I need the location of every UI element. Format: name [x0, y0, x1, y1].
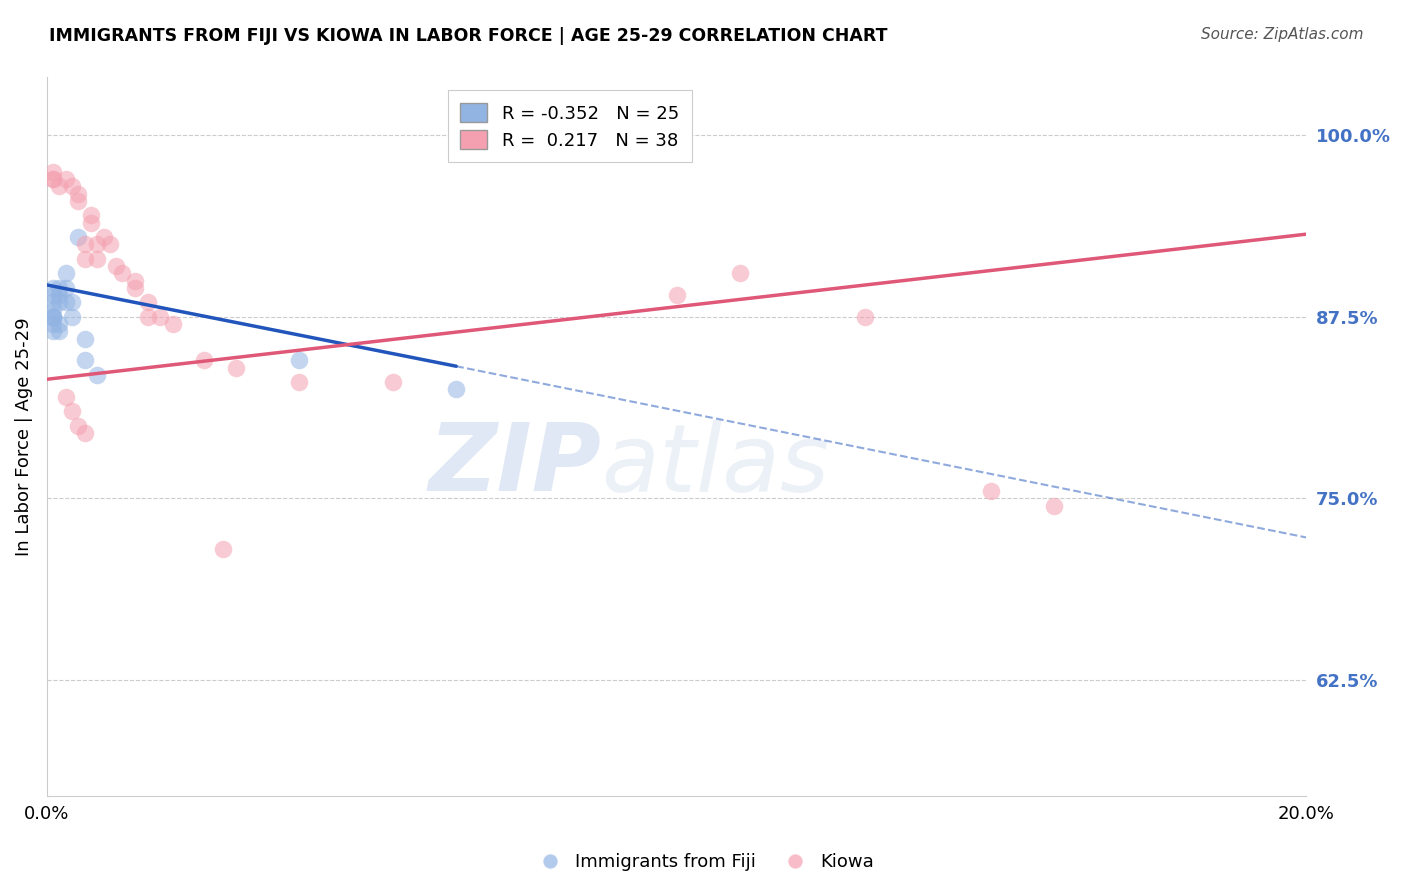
- Point: [48, 281, 70, 295]
- Point: [60, 179, 83, 194]
- Point: [98, 237, 121, 252]
- Point: [48, 288, 70, 302]
- Text: atlas: atlas: [600, 420, 830, 511]
- Point: [80, 216, 103, 230]
- Point: [86, 368, 108, 382]
- Point: [55, 390, 77, 404]
- Point: [48, 317, 70, 331]
- Point: [42, 317, 65, 331]
- Point: [124, 281, 146, 295]
- Point: [42, 302, 65, 317]
- Point: [1043, 499, 1066, 513]
- Point: [60, 295, 83, 310]
- Point: [382, 375, 405, 389]
- Point: [42, 310, 65, 324]
- Point: [42, 172, 65, 186]
- Point: [93, 230, 115, 244]
- Point: [55, 172, 77, 186]
- Point: [42, 281, 65, 295]
- Point: [212, 542, 235, 557]
- Point: [980, 483, 1002, 498]
- Point: [86, 237, 108, 252]
- Point: [149, 310, 172, 324]
- Point: [73, 425, 96, 440]
- Point: [67, 194, 90, 208]
- Point: [728, 266, 751, 280]
- Point: [105, 259, 128, 273]
- Text: Source: ZipAtlas.com: Source: ZipAtlas.com: [1201, 27, 1364, 42]
- Legend: R = -0.352   N = 25, R =  0.217   N = 38: R = -0.352 N = 25, R = 0.217 N = 38: [447, 90, 692, 162]
- Point: [855, 310, 877, 324]
- Y-axis label: In Labor Force | Age 25-29: In Labor Force | Age 25-29: [15, 318, 32, 556]
- Point: [665, 288, 688, 302]
- Point: [42, 288, 65, 302]
- Point: [60, 404, 83, 418]
- Point: [67, 186, 90, 201]
- Point: [67, 418, 90, 433]
- Point: [86, 252, 108, 266]
- Text: ZIP: ZIP: [429, 419, 600, 511]
- Point: [73, 237, 96, 252]
- Point: [67, 230, 90, 244]
- Point: [136, 310, 159, 324]
- Point: [111, 266, 134, 280]
- Point: [73, 332, 96, 346]
- Point: [55, 281, 77, 295]
- Point: [73, 353, 96, 368]
- Text: IMMIGRANTS FROM FIJI VS KIOWA IN LABOR FORCE | AGE 25-29 CORRELATION CHART: IMMIGRANTS FROM FIJI VS KIOWA IN LABOR F…: [49, 27, 887, 45]
- Point: [60, 310, 83, 324]
- Point: [48, 179, 70, 194]
- Point: [162, 317, 184, 331]
- Point: [444, 383, 467, 397]
- Point: [48, 325, 70, 339]
- Point: [136, 295, 159, 310]
- Point: [55, 266, 77, 280]
- Point: [193, 353, 215, 368]
- Point: [42, 165, 65, 179]
- Point: [42, 295, 65, 310]
- Point: [287, 353, 309, 368]
- Point: [55, 295, 77, 310]
- Point: [42, 325, 65, 339]
- Point: [225, 360, 247, 375]
- Point: [287, 375, 309, 389]
- Point: [73, 252, 96, 266]
- Point: [42, 172, 65, 186]
- Point: [124, 274, 146, 288]
- Point: [42, 310, 65, 324]
- Point: [48, 295, 70, 310]
- Legend: Immigrants from Fiji, Kiowa: Immigrants from Fiji, Kiowa: [524, 847, 882, 879]
- Point: [42, 310, 65, 324]
- Point: [80, 208, 103, 222]
